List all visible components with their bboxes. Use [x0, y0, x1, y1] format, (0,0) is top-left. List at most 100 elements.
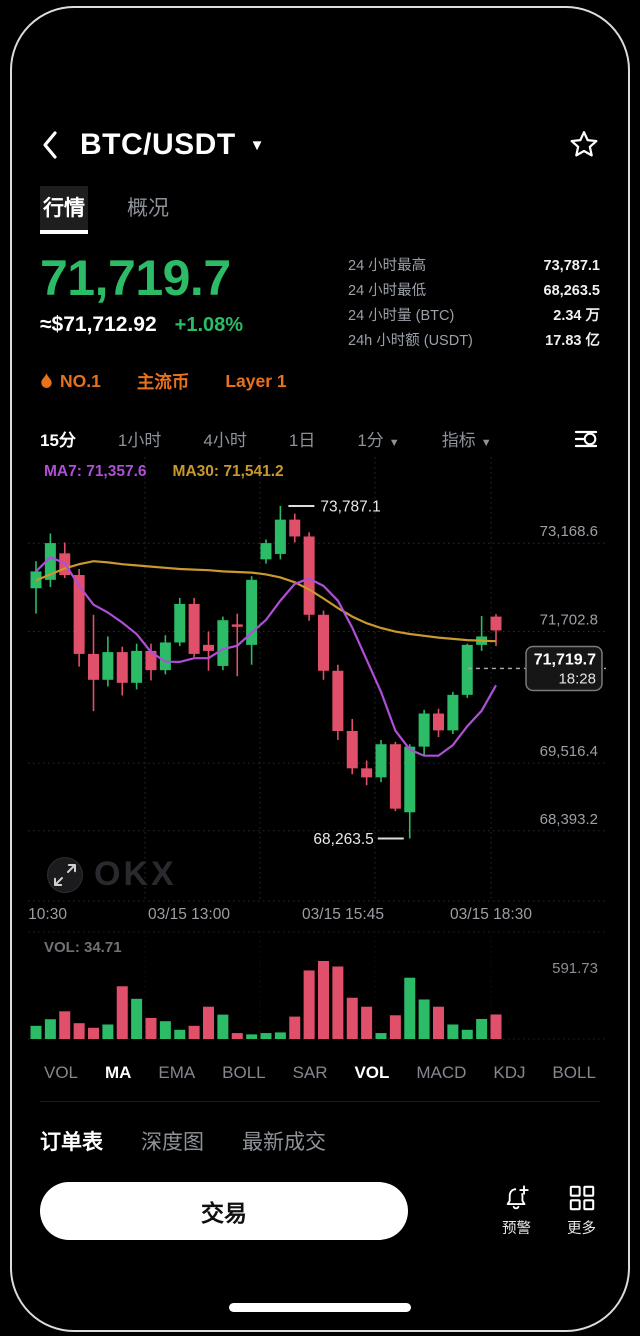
fiat-row: ≈$71,712.92 +1.08% [40, 313, 243, 337]
expand-icon[interactable] [46, 856, 84, 894]
indicator-tab-macd[interactable]: MACD [416, 1063, 467, 1082]
timeframe-row: 15分 1小时 4小时 1日 1分 ▼ 指标 ▼ [40, 426, 600, 451]
change-percent: +1.08% [174, 314, 244, 336]
badge-label: NO.1 [60, 371, 101, 391]
badges-row: NO.1 主流币 Layer 1 [40, 369, 600, 394]
y-axis-tick: 71,702.8 [540, 611, 598, 628]
price-section: 71,719.7 ≈$71,712.92 +1.08% 24 小时最高 73,78… [40, 252, 600, 351]
stats-panel: 24 小时最高 73,787.1 24 小时最低 68,263.5 24 小时量 (BT… [348, 252, 600, 351]
stat-value: 2.34 万 [553, 308, 600, 324]
stat-value: 68,263.5 [543, 283, 600, 299]
price-block: 71,719.7 ≈$71,712.92 +1.08% [40, 252, 243, 337]
indicator-tab-sar[interactable]: SAR [292, 1063, 328, 1082]
x-axis-labels: 03/15 10:30 03/15 13:00 03/15 15:45 03/15 1… [28, 906, 622, 930]
high-annotation: 73,787.1 [320, 498, 380, 515]
chart-watermark: OKX [46, 855, 177, 894]
home-indicator[interactable] [229, 1303, 411, 1312]
fiat-price: ≈$71,712.92 [40, 313, 157, 336]
stat-label: 24 小时最低 [348, 283, 427, 299]
gridlines [28, 457, 606, 902]
indicator-tabs: VOL MA EMA BOLL SAR VOL MACD KDJ BOLL [40, 1063, 600, 1083]
favorite-star-button[interactable] [568, 129, 600, 161]
indicator-tab-ma[interactable]: MA [104, 1063, 132, 1082]
caret-down-icon: ▼ [388, 437, 400, 449]
chart-canvas: 73,168.6 71,702.8 69,516.4 68,393.2 73,787.1… [28, 457, 606, 902]
x-axis-label: 03/15 10:30 [28, 906, 67, 923]
stat-turnover-24h: 24h 小时额 (USDT) 17.83 亿 [348, 331, 600, 351]
tab-latest-trades[interactable]: 最新成交 [242, 1131, 326, 1154]
badge-time: 18:28 [558, 670, 596, 687]
volume-label: VOL: 34.71 [44, 939, 122, 956]
page-title[interactable]: BTC/USDT [80, 128, 236, 161]
tab-market[interactable]: 行情 [40, 186, 88, 234]
star-icon [570, 131, 598, 157]
candles-group [30, 505, 502, 839]
badge-label: Layer 1 [225, 371, 287, 391]
timeframe-1h[interactable]: 1小时 [117, 431, 162, 450]
x-axis-label: 03/15 15:45 [302, 906, 384, 923]
timeframe-15m[interactable]: 15分 [40, 431, 76, 450]
stat-value: 17.83 亿 [545, 333, 600, 349]
back-button[interactable] [40, 128, 62, 162]
timeframe-1m-dropdown[interactable]: 1分 ▼ [357, 431, 400, 450]
indicator-tab-kdj[interactable]: KDJ [493, 1063, 526, 1082]
tab-order-book[interactable]: 订单表 [40, 1131, 103, 1154]
tab-depth-chart[interactable]: 深度图 [141, 1131, 204, 1154]
more-button[interactable]: 更多 [567, 1184, 596, 1238]
stat-value: 73,787.1 [543, 258, 600, 274]
stat-label: 24h 小时额 (USDT) [348, 333, 473, 349]
tab-overview[interactable]: 概况 [127, 197, 169, 220]
x-axis-label: 03/15 13:00 [148, 906, 230, 923]
top-tabs: 行情 概况 [40, 186, 600, 234]
more-label: 更多 [567, 1221, 596, 1237]
badge-label: 主流币 [136, 372, 190, 392]
stat-low-24h: 24 小时最低 68,263.5 [348, 281, 600, 301]
indicator-tab-vol-main[interactable]: VOL [44, 1063, 79, 1082]
trade-button[interactable]: 交易 [40, 1182, 408, 1240]
current-price-badge: 71,719.7 18:28 [525, 645, 603, 692]
rank-badge[interactable]: NO.1 [40, 371, 101, 392]
chart-settings-button[interactable] [574, 427, 600, 451]
footer-bar: 交易 预警 更多 [40, 1182, 600, 1240]
grid-icon [569, 1185, 594, 1211]
category-badge[interactable]: 主流币 [137, 369, 190, 394]
badge-price: 71,719.7 [534, 651, 596, 668]
indicator-tab-boll-sub[interactable]: BOLL [552, 1063, 596, 1082]
stat-label: 24 小时量 (BTC) [348, 308, 455, 324]
layer-badge[interactable]: Layer 1 [225, 371, 286, 392]
volume-axis-max: 591.73 [552, 960, 598, 977]
app-header: BTC/USDT ▼ [40, 122, 600, 168]
stat-label: 24 小时最高 [348, 258, 427, 274]
pair-dropdown-caret-icon[interactable]: ▼ [249, 136, 265, 154]
timeframe-1d[interactable]: 1日 [288, 431, 316, 450]
ma30-label: MA30: 71,541.2 [172, 463, 284, 480]
volume-bars [30, 960, 502, 1039]
timeframe-4h[interactable]: 4小时 [203, 431, 247, 450]
back-icon [43, 131, 57, 159]
volume-pane: 591.73 VOL: 34.71 [28, 931, 622, 1053]
y-axis-tick: 69,516.4 [540, 743, 598, 760]
stat-volume-24h: 24 小时量 (BTC) 2.34 万 [348, 306, 600, 326]
phone-frame: BTC/USDT ▼ 行情 概况 71,719.7 ≈$71,712.92 +1.… [10, 6, 630, 1332]
timeframe-indicator-dropdown[interactable]: 指标 ▼ [441, 431, 492, 450]
alert-button[interactable]: 预警 [502, 1184, 531, 1238]
ma7-label: MA7: 71,357.6 [44, 463, 147, 480]
candlestick-chart[interactable]: 73,168.6 71,702.8 69,516.4 68,393.2 73,787.1… [28, 457, 622, 931]
ma-labels: MA7: 71,357.6 MA30: 71,541.2 [44, 463, 284, 481]
caret-down-icon: ▼ [480, 437, 492, 449]
indicator-tab-vol-sub[interactable]: VOL [354, 1063, 390, 1082]
volume-canvas: 591.73 [28, 931, 606, 1040]
ma7-line [35, 556, 497, 757]
indicator-tab-boll-main[interactable]: BOLL [222, 1063, 266, 1082]
flame-icon [41, 373, 52, 388]
ma30-line [35, 560, 497, 643]
stat-high-24h: 24 小时最高 73,787.1 [348, 256, 600, 276]
y-axis-tick: 73,168.6 [540, 523, 598, 540]
indicator-tab-ema[interactable]: EMA [158, 1063, 196, 1082]
bottom-tabs: 订单表 深度图 最新成交 [40, 1126, 600, 1156]
bell-plus-icon [506, 1185, 529, 1210]
y-axis-tick: 68,393.2 [540, 811, 598, 828]
alert-label: 预警 [502, 1221, 531, 1237]
okx-logo: OKX [94, 855, 177, 893]
